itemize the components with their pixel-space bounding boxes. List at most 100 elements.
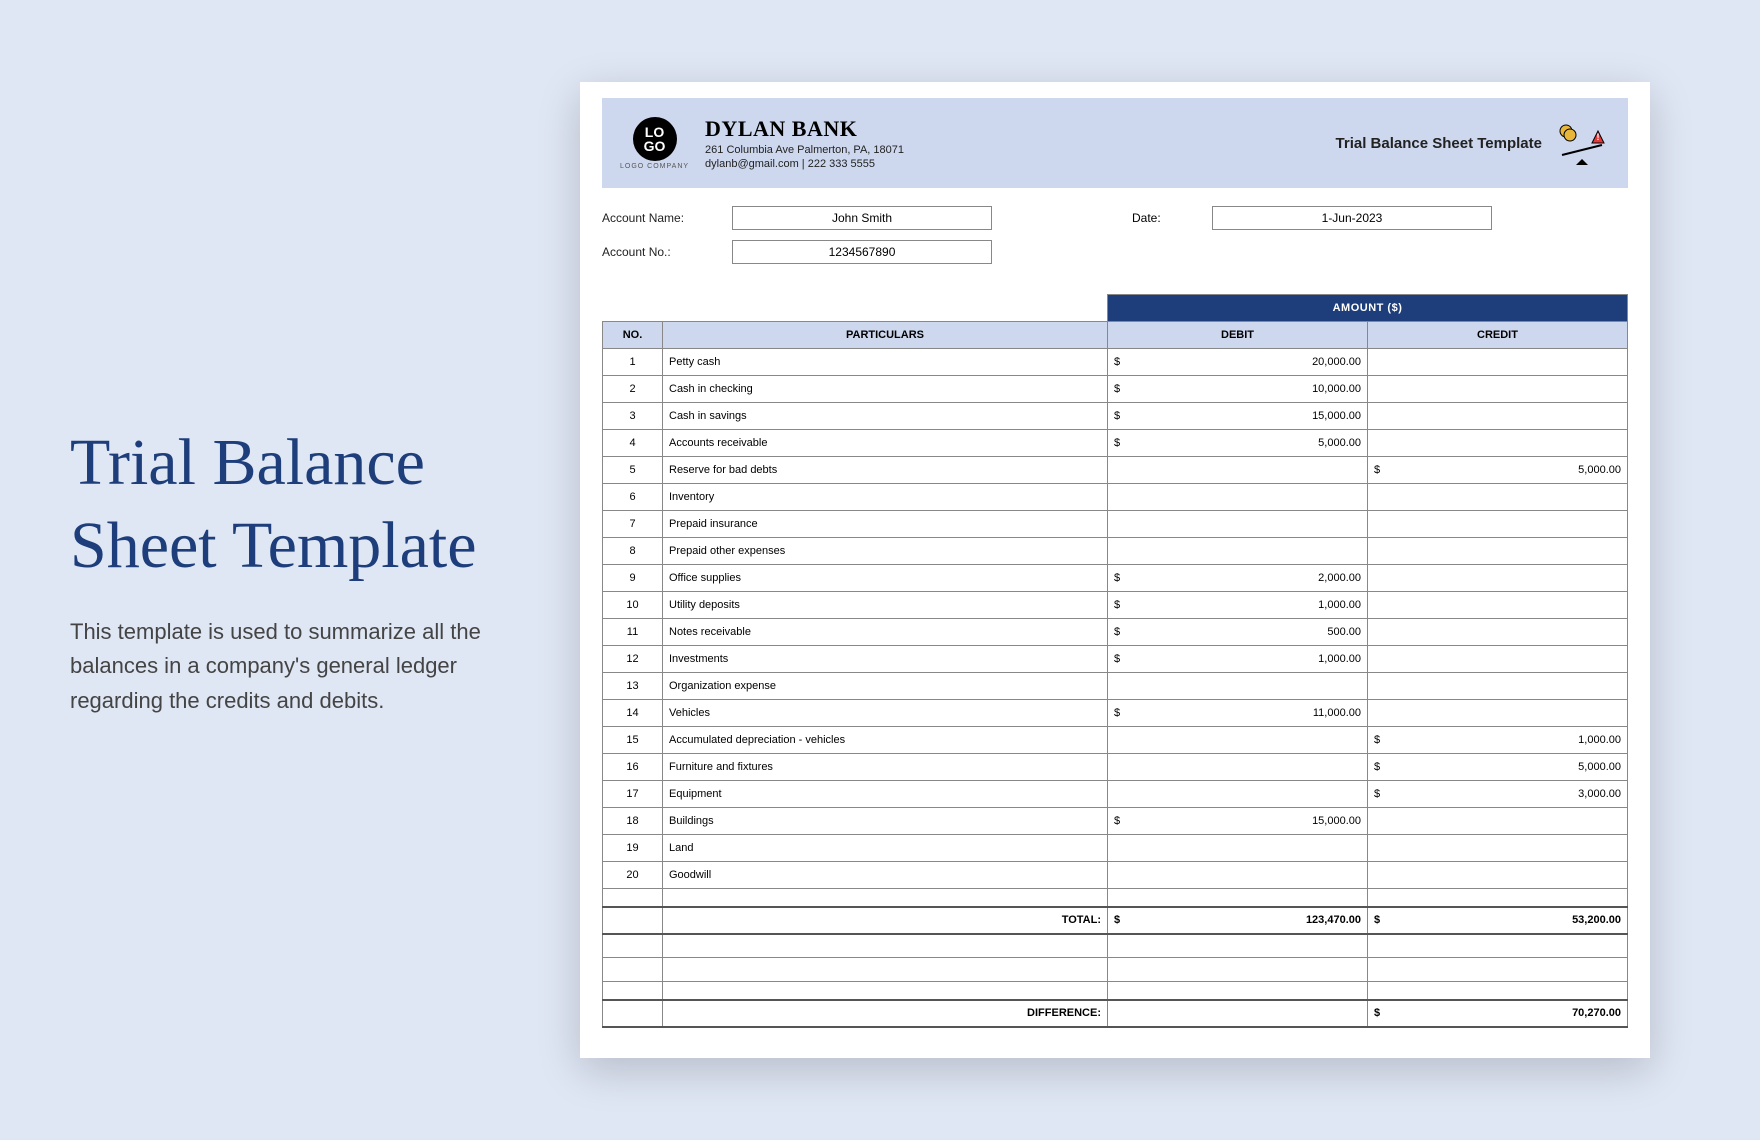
date-field[interactable]: 1-Jun-2023 [1212,206,1492,230]
row-credit[interactable]: $5,000.00 [1368,457,1628,484]
logo-icon: LO GO [633,117,677,161]
row-particulars: Cash in checking [663,376,1108,403]
row-debit[interactable] [1108,835,1368,862]
bank-name: DYLAN BANK [705,116,1335,142]
row-debit[interactable]: $500.00 [1108,619,1368,646]
row-credit[interactable] [1368,511,1628,538]
table-row: 5Reserve for bad debts $5,000.00 [603,457,1628,484]
account-name-label: Account Name: [602,211,732,225]
row-particulars: Buildings [663,808,1108,835]
row-number: 9 [603,565,663,592]
table-row: 17Equipment$3,000.00 [603,781,1628,808]
table-row: 2Cash in checking$10,000.00 [603,376,1628,403]
account-no-field[interactable]: 1234567890 [732,240,992,264]
row-number: 17 [603,781,663,808]
total-debit: $123,470.00 [1108,907,1368,934]
row-credit[interactable] [1368,430,1628,457]
row-credit[interactable] [1368,646,1628,673]
row-particulars: Vehicles [663,700,1108,727]
header-right: Trial Balance Sheet Template ! [1336,121,1610,165]
table-row: 3Cash in savings$15,000.00 [603,403,1628,430]
row-debit[interactable]: $2,000.00 [1108,565,1368,592]
row-credit[interactable] [1368,673,1628,700]
row-credit[interactable]: $3,000.00 [1368,781,1628,808]
account-no-label: Account No.: [602,245,732,259]
row-particulars: Reserve for bad debts [663,457,1108,484]
date-label: Date: [1132,211,1212,225]
row-credit[interactable] [1368,376,1628,403]
total-row: TOTAL: $123,470.00 $53,200.00 [603,907,1628,934]
table-row: 13Organization expense [603,673,1628,700]
page-title: Trial Balance Sheet Template [70,422,530,587]
row-number: 20 [603,862,663,889]
row-debit[interactable]: $15,000.00 [1108,403,1368,430]
table-row: 6Inventory [603,484,1628,511]
table-row: 15Accumulated depreciation - vehicles$1,… [603,727,1628,754]
row-debit[interactable] [1108,754,1368,781]
table-row: 20Goodwill [603,862,1628,889]
row-credit[interactable]: $5,000.00 [1368,754,1628,781]
row-particulars: Goodwill [663,862,1108,889]
row-debit[interactable]: $15,000.00 [1108,808,1368,835]
row-credit[interactable] [1368,592,1628,619]
bank-address: 261 Columbia Ave Palmerton, PA, 18071 [705,144,1335,156]
row-credit[interactable] [1368,484,1628,511]
row-credit[interactable] [1368,835,1628,862]
row-number: 3 [603,403,663,430]
row-debit[interactable]: $10,000.00 [1108,376,1368,403]
row-number: 5 [603,457,663,484]
row-particulars: Furniture and fixtures [663,754,1108,781]
row-debit[interactable] [1108,511,1368,538]
title-line-2: Sheet Template [70,509,477,582]
logo-subtitle: LOGO COMPANY [620,163,689,170]
row-number: 16 [603,754,663,781]
row-debit[interactable]: $1,000.00 [1108,592,1368,619]
table-row: 16Furniture and fixtures $5,000.00 [603,754,1628,781]
left-panel: Trial Balance Sheet Template This templa… [0,422,580,717]
row-debit[interactable] [1108,457,1368,484]
balance-scale-icon: ! [1554,121,1610,165]
row-particulars: Investments [663,646,1108,673]
table-row: 9Office supplies$2,000.00 [603,565,1628,592]
row-debit[interactable]: $20,000.00 [1108,349,1368,376]
row-number: 11 [603,619,663,646]
row-number: 2 [603,376,663,403]
row-credit[interactable] [1368,619,1628,646]
meta-section: Account Name: John Smith Date: 1-Jun-202… [602,188,1628,284]
row-debit[interactable] [1108,484,1368,511]
row-debit[interactable] [1108,538,1368,565]
row-credit[interactable] [1368,349,1628,376]
row-debit[interactable] [1108,862,1368,889]
row-credit[interactable] [1368,565,1628,592]
row-credit[interactable]: $1,000.00 [1368,727,1628,754]
row-debit[interactable] [1108,781,1368,808]
row-debit[interactable]: $11,000.00 [1108,700,1368,727]
row-number: 6 [603,484,663,511]
row-debit[interactable] [1108,673,1368,700]
row-particulars: Utility deposits [663,592,1108,619]
row-credit[interactable] [1368,862,1628,889]
svg-text:!: ! [1597,132,1600,142]
amount-header: AMOUNT ($) [1108,295,1628,322]
row-credit[interactable] [1368,808,1628,835]
row-particulars: Cash in savings [663,403,1108,430]
row-particulars: Accumulated depreciation - vehicles [663,727,1108,754]
account-name-field[interactable]: John Smith [732,206,992,230]
row-particulars: Petty cash [663,349,1108,376]
difference-row: DIFFERENCE: $70,270.00 [603,1000,1628,1027]
row-particulars: Accounts receivable [663,430,1108,457]
row-credit[interactable] [1368,403,1628,430]
bank-contact: dylanb@gmail.com | 222 333 5555 [705,158,1335,170]
row-particulars: Prepaid other expenses [663,538,1108,565]
table-row: 1Petty cash$20,000.00 [603,349,1628,376]
row-debit[interactable]: $1,000.00 [1108,646,1368,673]
row-debit[interactable] [1108,727,1368,754]
row-debit[interactable]: $5,000.00 [1108,430,1368,457]
row-credit[interactable] [1368,700,1628,727]
sheet-header: LO GO LOGO COMPANY DYLAN BANK 261 Columb… [602,98,1628,188]
table-row: 7Prepaid insurance [603,511,1628,538]
table-row: 18Buildings$15,000.00 [603,808,1628,835]
row-credit[interactable] [1368,538,1628,565]
difference-value: $70,270.00 [1368,1000,1628,1027]
page-description: This template is used to summarize all t… [70,615,530,717]
